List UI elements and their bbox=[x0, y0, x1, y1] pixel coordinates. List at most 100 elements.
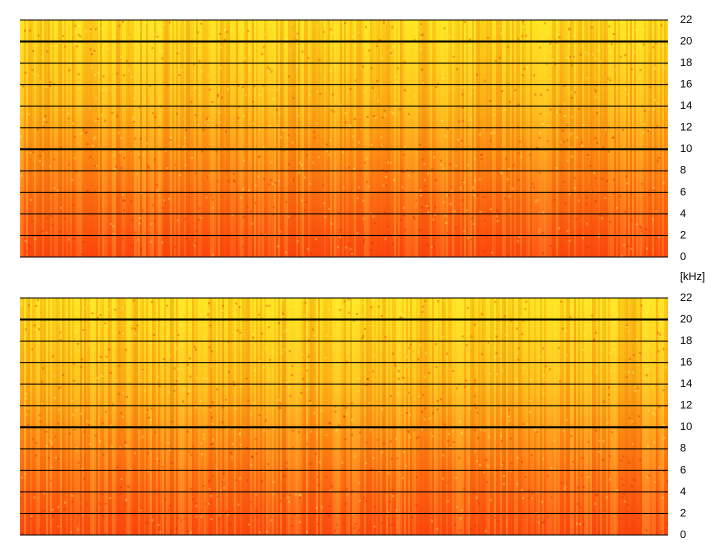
texture bbox=[571, 460, 574, 463]
texture bbox=[656, 102, 659, 105]
texture bbox=[446, 298, 448, 535]
texture bbox=[350, 298, 352, 535]
texture bbox=[291, 373, 294, 376]
texture bbox=[27, 407, 30, 410]
texture bbox=[26, 298, 28, 535]
texture bbox=[225, 130, 228, 133]
texture bbox=[94, 28, 97, 31]
texture bbox=[301, 353, 304, 356]
texture bbox=[209, 324, 212, 327]
texture bbox=[132, 119, 135, 122]
texture bbox=[613, 348, 616, 351]
texture bbox=[38, 328, 41, 331]
texture bbox=[154, 20, 156, 257]
texture bbox=[27, 423, 30, 426]
texture bbox=[328, 308, 331, 311]
texture bbox=[316, 20, 318, 257]
texture bbox=[116, 298, 118, 535]
texture bbox=[601, 177, 604, 180]
texture bbox=[365, 181, 368, 184]
texture bbox=[250, 455, 253, 458]
texture bbox=[342, 31, 345, 34]
texture bbox=[414, 298, 416, 535]
texture bbox=[161, 206, 164, 209]
texture bbox=[372, 457, 375, 460]
texture bbox=[221, 309, 224, 312]
texture bbox=[124, 298, 126, 535]
texture bbox=[81, 253, 84, 256]
texture bbox=[360, 298, 362, 535]
texture bbox=[650, 298, 652, 535]
texture bbox=[495, 215, 498, 218]
texture bbox=[56, 20, 58, 257]
texture bbox=[482, 20, 484, 257]
texture bbox=[238, 305, 241, 308]
texture bbox=[534, 20, 536, 257]
texture bbox=[402, 376, 405, 379]
texture bbox=[473, 382, 476, 385]
texture bbox=[424, 20, 426, 257]
texture bbox=[226, 20, 228, 257]
texture bbox=[164, 149, 167, 152]
texture bbox=[207, 175, 210, 178]
texture bbox=[549, 368, 552, 371]
texture bbox=[661, 496, 664, 499]
texture bbox=[138, 427, 141, 430]
texture bbox=[505, 333, 508, 336]
texture bbox=[496, 219, 499, 222]
texture bbox=[42, 510, 45, 513]
texture bbox=[86, 143, 89, 146]
texture bbox=[391, 46, 394, 49]
texture bbox=[503, 315, 506, 318]
texture bbox=[362, 20, 364, 257]
texture bbox=[546, 31, 549, 34]
texture bbox=[447, 500, 450, 503]
texture bbox=[626, 93, 629, 96]
texture bbox=[42, 20, 44, 257]
texture bbox=[158, 125, 161, 128]
texture bbox=[468, 407, 471, 410]
texture bbox=[190, 298, 192, 535]
texture bbox=[210, 409, 213, 412]
texture bbox=[72, 204, 75, 207]
texture bbox=[190, 20, 192, 257]
texture bbox=[563, 84, 566, 87]
texture bbox=[424, 298, 426, 535]
texture bbox=[49, 81, 52, 84]
texture bbox=[628, 357, 631, 360]
texture bbox=[348, 311, 351, 314]
texture bbox=[272, 182, 275, 185]
texture bbox=[485, 459, 488, 462]
texture bbox=[365, 384, 368, 387]
texture bbox=[142, 153, 145, 156]
texture bbox=[487, 423, 490, 426]
texture bbox=[262, 298, 264, 535]
texture bbox=[483, 219, 486, 222]
texture bbox=[413, 39, 416, 42]
texture bbox=[160, 20, 162, 257]
texture bbox=[216, 298, 218, 535]
texture bbox=[264, 419, 267, 422]
texture bbox=[594, 20, 596, 257]
texture bbox=[334, 405, 337, 408]
texture bbox=[31, 50, 34, 53]
texture bbox=[245, 377, 248, 380]
texture bbox=[178, 174, 181, 177]
texture bbox=[220, 298, 222, 535]
texture bbox=[134, 231, 137, 234]
texture bbox=[516, 37, 519, 40]
texture bbox=[237, 84, 240, 87]
texture bbox=[74, 24, 77, 27]
texture bbox=[482, 298, 484, 535]
texture bbox=[256, 298, 258, 535]
texture bbox=[45, 445, 48, 448]
texture bbox=[233, 172, 236, 175]
texture bbox=[188, 20, 190, 257]
texture bbox=[264, 298, 266, 535]
texture bbox=[549, 50, 552, 53]
texture bbox=[186, 430, 189, 433]
texture bbox=[506, 20, 508, 257]
texture bbox=[202, 377, 205, 380]
texture bbox=[280, 136, 283, 139]
texture bbox=[89, 302, 92, 305]
